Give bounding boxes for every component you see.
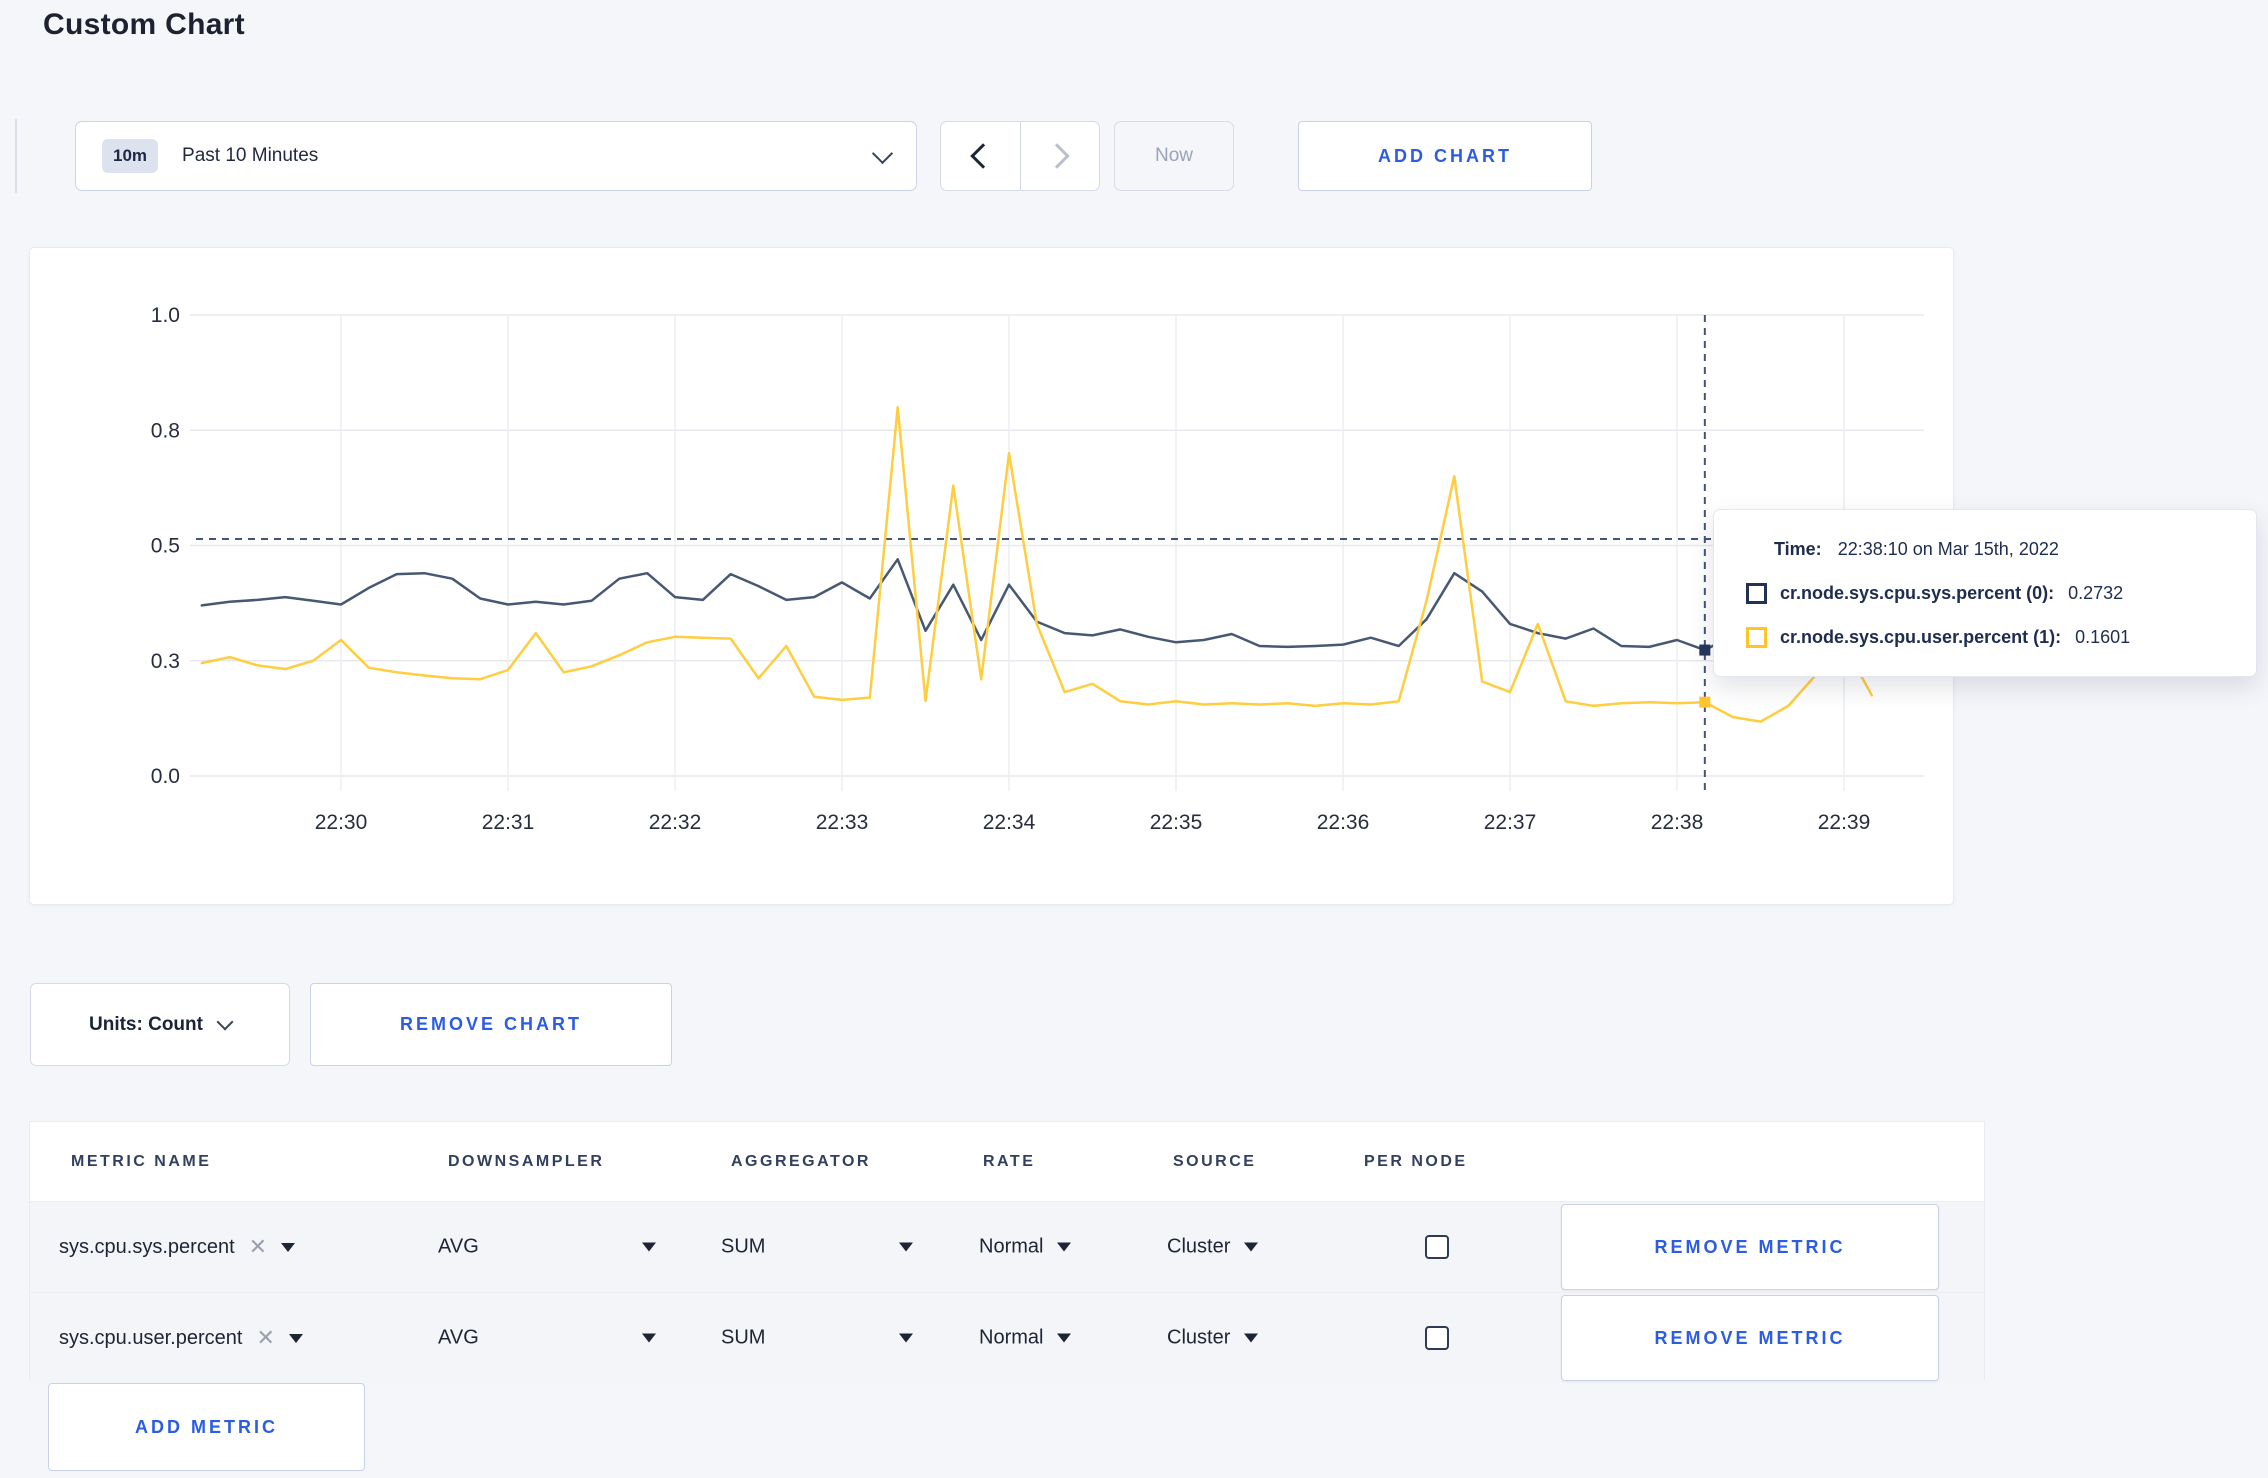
col-header-downsampler: DOWNSAMPLER: [448, 1152, 605, 1170]
tooltip-time-label: Time:: [1774, 538, 1822, 559]
tooltip-series-row: cr.node.sys.cpu.sys.percent (0): 0.2732: [1746, 571, 2256, 615]
svg-text:1.0: 1.0: [151, 304, 180, 327]
col-header-per-node: PER NODE: [1364, 1152, 1468, 1170]
col-header-source: SOURCE: [1173, 1152, 1257, 1170]
chart-hover-tooltip: Time: 22:38:10 on Mar 15th, 2022 cr.node…: [1713, 509, 2257, 677]
source-select[interactable]: Cluster: [1167, 1235, 1259, 1259]
add-metric-button[interactable]: ADD METRIC: [48, 1383, 365, 1471]
clear-icon[interactable]: ✕: [256, 1325, 275, 1350]
downsampler-caret[interactable]: [642, 1333, 656, 1343]
svg-text:22:31: 22:31: [482, 811, 535, 834]
metric-name-select[interactable]: sys.cpu.user.percent ✕: [59, 1325, 303, 1351]
rate-value: Normal: [979, 1326, 1044, 1349]
caret-down-icon: [1244, 1242, 1259, 1252]
aggregator-value: SUM: [721, 1326, 766, 1349]
time-pager: [940, 121, 1100, 191]
time-range-badge: 10m: [102, 139, 159, 173]
caret-down-icon: [899, 1242, 913, 1252]
tooltip-series-value: 0.1601: [2075, 626, 2131, 647]
chevron-right-icon: [1044, 143, 1070, 169]
svg-text:22:34: 22:34: [983, 811, 1036, 834]
prev-range-button[interactable]: [941, 122, 1021, 190]
aggregator-select[interactable]: SUM: [721, 1236, 765, 1259]
page-title: Custom Chart: [43, 8, 245, 41]
source-value: Cluster: [1167, 1326, 1231, 1349]
downsampler-value: AVG: [438, 1235, 479, 1258]
source-select[interactable]: Cluster: [1167, 1326, 1259, 1350]
downsampler-select[interactable]: AVG: [438, 1236, 479, 1259]
svg-text:22:36: 22:36: [1317, 811, 1370, 834]
metric-name-select[interactable]: sys.cpu.sys.percent ✕: [59, 1234, 296, 1260]
chart-card: 0.0 0.3 0.5 0.8 1.0 22:30 22:31 22:32 22:33 22:34…: [29, 247, 1954, 905]
add-chart-button[interactable]: ADD CHART: [1298, 121, 1592, 191]
svg-text:0.5: 0.5: [151, 535, 180, 558]
time-range-label: Past 10 Minutes: [182, 145, 319, 166]
per-node-checkbox[interactable]: [1425, 1326, 1449, 1350]
caret-down-icon: [1057, 1242, 1072, 1252]
remove-metric-button[interactable]: REMOVE METRIC: [1561, 1204, 1939, 1290]
tooltip-series-value: 0.2732: [2068, 582, 2124, 603]
svg-text:22:32: 22:32: [649, 811, 702, 834]
caret-down-icon: [642, 1333, 656, 1343]
metrics-table-header: METRIC NAME DOWNSAMPLER AGGREGATOR RATE …: [30, 1122, 1984, 1201]
svg-text:22:38: 22:38: [1651, 811, 1704, 834]
chevron-down-icon: [216, 1013, 234, 1030]
series-swatch-icon: [1746, 626, 1767, 648]
caret-down-icon: [1057, 1333, 1072, 1343]
time-range-select[interactable]: 10m Past 10 Minutes: [75, 121, 917, 191]
tooltip-series-name: cr.node.sys.cpu.user.percent (1):: [1780, 626, 2062, 647]
metric-name-value: sys.cpu.sys.percent: [59, 1235, 235, 1258]
metric-name-value: sys.cpu.user.percent: [59, 1326, 243, 1349]
svg-text:22:37: 22:37: [1484, 811, 1537, 834]
col-header-aggregator: AGGREGATOR: [731, 1152, 871, 1170]
now-button[interactable]: Now: [1114, 121, 1234, 191]
svg-text:22:39: 22:39: [1818, 811, 1871, 834]
downsampler-select[interactable]: AVG: [438, 1327, 479, 1350]
caret-down-icon[interactable]: [281, 1242, 296, 1252]
units-label: Units: Count: [89, 1013, 203, 1035]
svg-text:22:35: 22:35: [1150, 811, 1203, 834]
svg-text:0.8: 0.8: [151, 419, 180, 442]
svg-text:22:30: 22:30: [315, 811, 368, 834]
units-select[interactable]: Units: Count: [30, 983, 290, 1066]
caret-down-icon: [899, 1333, 913, 1343]
svg-text:22:33: 22:33: [816, 811, 869, 834]
metrics-table: METRIC NAME DOWNSAMPLER AGGREGATOR RATE …: [29, 1121, 1985, 1383]
clear-icon[interactable]: ✕: [248, 1234, 268, 1259]
toolbar-divider: [15, 119, 17, 193]
downsampler-caret[interactable]: [642, 1242, 656, 1252]
chevron-left-icon: [970, 143, 996, 169]
time-series-chart[interactable]: 0.0 0.3 0.5 0.8 1.0 22:30 22:31 22:32 22:33 22:34…: [30, 248, 1953, 904]
aggregator-caret[interactable]: [899, 1242, 913, 1252]
remove-metric-button[interactable]: REMOVE METRIC: [1561, 1295, 1939, 1381]
next-range-button[interactable]: [1021, 122, 1100, 190]
tooltip-series-name: cr.node.sys.cpu.sys.percent (0):: [1780, 582, 2055, 603]
caret-down-icon: [1244, 1333, 1259, 1343]
table-row: sys.cpu.sys.percent ✕ AVG SUM Normal Clu…: [30, 1201, 1984, 1292]
rate-select[interactable]: Normal: [979, 1326, 1072, 1350]
aggregator-select[interactable]: SUM: [721, 1327, 765, 1350]
caret-down-icon[interactable]: [288, 1333, 303, 1343]
source-value: Cluster: [1167, 1235, 1231, 1258]
col-header-metric-name: METRIC NAME: [71, 1152, 212, 1170]
aggregator-caret[interactable]: [899, 1333, 913, 1343]
chevron-down-icon: [871, 142, 894, 164]
remove-chart-button[interactable]: REMOVE CHART: [310, 983, 672, 1066]
aggregator-value: SUM: [721, 1235, 766, 1258]
tooltip-time-value: 22:38:10 on Mar 15th, 2022: [1837, 538, 2059, 559]
rate-select[interactable]: Normal: [979, 1235, 1072, 1259]
col-header-rate: RATE: [983, 1152, 1036, 1170]
downsampler-value: AVG: [438, 1326, 479, 1349]
rate-value: Normal: [979, 1235, 1044, 1258]
svg-text:0.0: 0.0: [151, 765, 180, 788]
tooltip-time-row: Time: 22:38:10 on Mar 15th, 2022: [1746, 527, 2256, 571]
table-row: sys.cpu.user.percent ✕ AVG SUM Normal Cl…: [30, 1292, 1984, 1383]
per-node-checkbox[interactable]: [1425, 1235, 1449, 1259]
series-swatch-icon: [1746, 582, 1767, 604]
tooltip-series-row: cr.node.sys.cpu.user.percent (1): 0.1601: [1746, 615, 2256, 659]
caret-down-icon: [642, 1242, 656, 1252]
svg-text:0.3: 0.3: [151, 650, 180, 673]
